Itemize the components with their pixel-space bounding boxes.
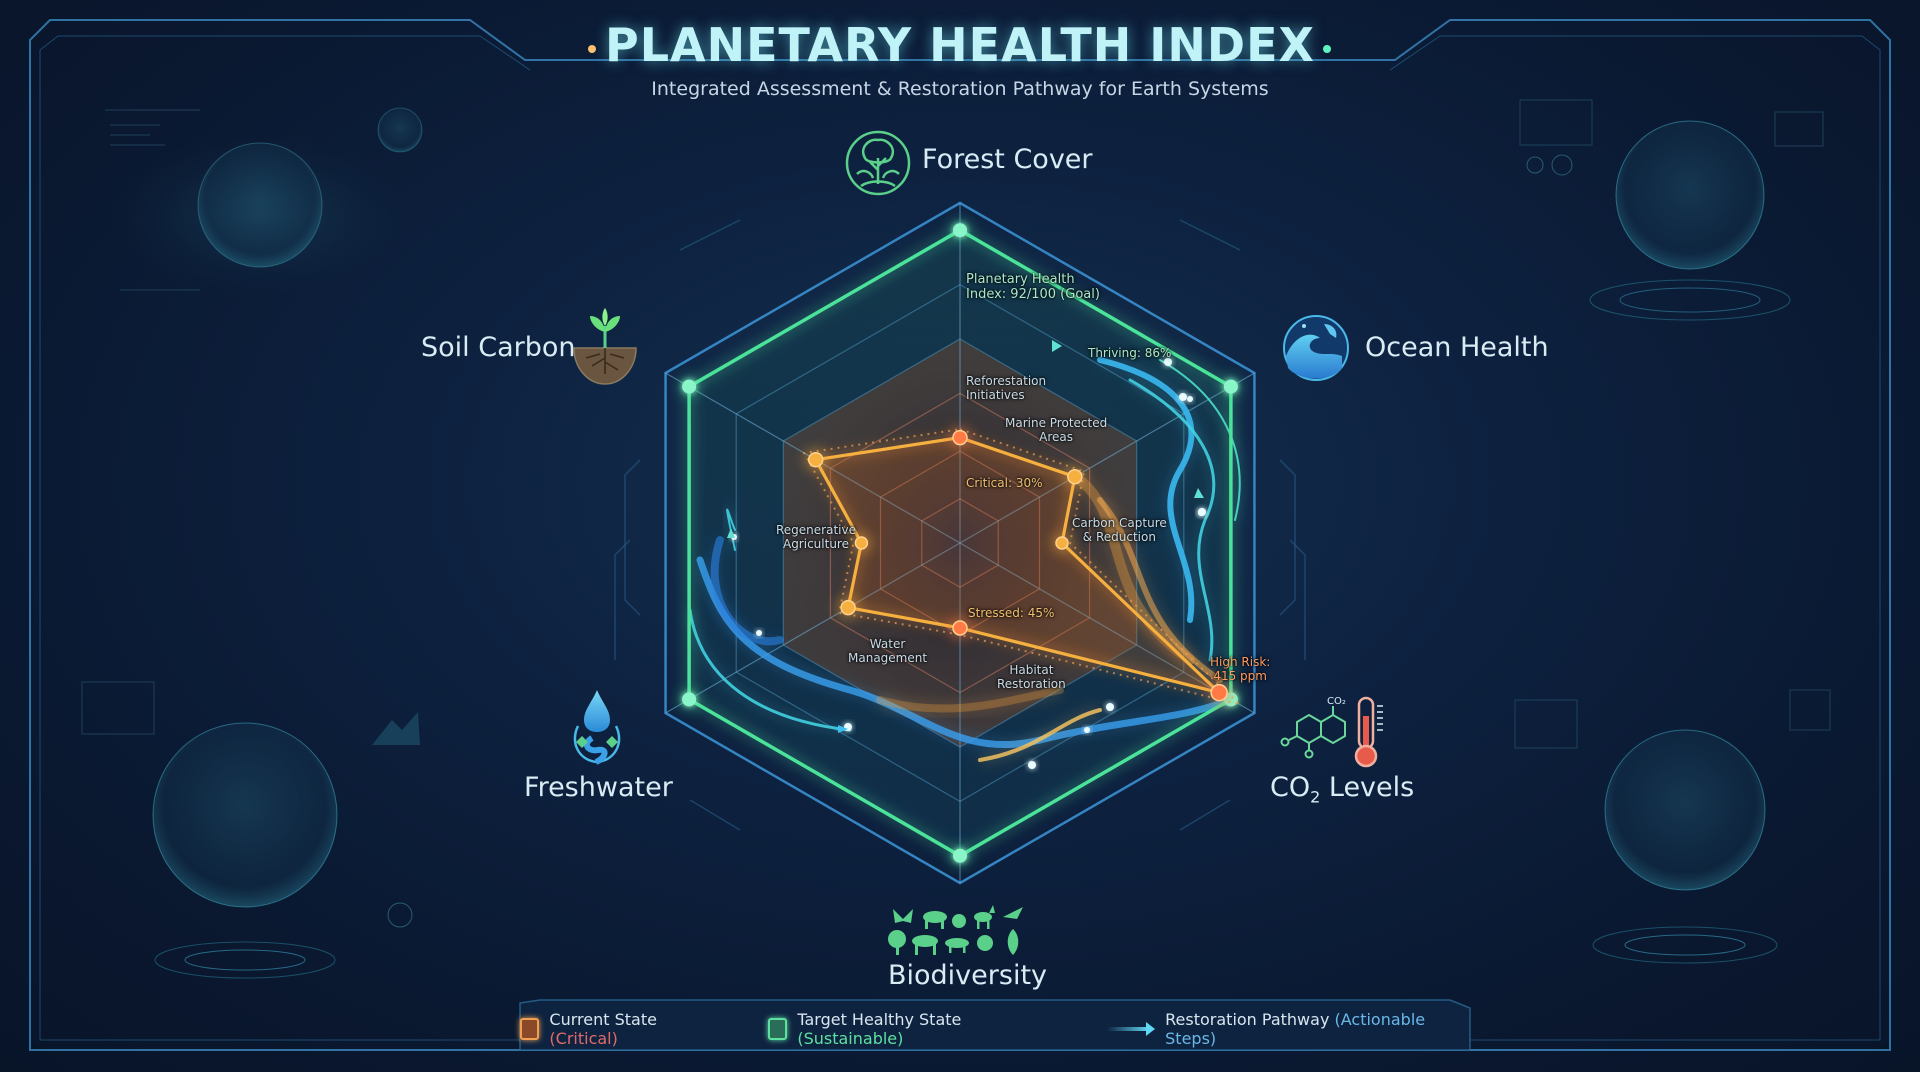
target-state-swatch-icon (767, 1018, 788, 1040)
axis-label-freshwater: Freshwater (524, 772, 673, 803)
svg-text:CO₂: CO₂ (1327, 696, 1346, 707)
globe-bottom-right-icon (1514, 689, 1831, 964)
legend-item-current-state: Current State (Critical) (520, 1010, 724, 1048)
annotation-water-management: Water Management (848, 637, 928, 665)
axis-label-forest-cover: Forest Cover (922, 144, 1093, 175)
current-state-polygon (802, 425, 1244, 707)
ocean-wave-icon (1283, 315, 1349, 381)
annotation-habitat-restoration: Habitat Restoration (997, 663, 1066, 691)
annotation-high-risk: High Risk: 415 ppm (1210, 655, 1271, 683)
water-drop-icon (573, 690, 621, 765)
axis-label-ocean-health: Ocean Health (1365, 332, 1549, 363)
annotation-regenerative-agriculture: Regenerative Agriculture (776, 523, 856, 551)
legend-item-restoration-pathway: Restoration Pathway (Actionable Steps) (1106, 1010, 1470, 1048)
chart-legend: Current State (Critical) Target Healthy … (520, 1003, 1470, 1055)
annotation-critical: Critical: 30% (966, 476, 1043, 490)
axis-label-soil-carbon: Soil Carbon (421, 332, 576, 363)
globe-top-right-icon (1519, 99, 1824, 321)
co2-thermometer-icon: CO₂ (1280, 696, 1383, 768)
annotation-thriving: Thriving: 86% (1088, 346, 1172, 360)
current-state-swatch-icon (520, 1018, 540, 1040)
radar-grid (664, 201, 1256, 885)
axis-label-co2-levels: CO2 Levels (1270, 772, 1415, 807)
tree-icon (845, 130, 911, 196)
page-title: PLANETARY HEALTH INDEX (605, 18, 1315, 72)
annotation-goal: Planetary Health Index: 92/100 (Goal) (966, 272, 1100, 302)
globe-top-left-icon (105, 107, 423, 295)
globe-bottom-left-icon (81, 681, 420, 979)
annotation-marine-protected-areas: Marine Protected Areas (1005, 416, 1108, 444)
wildlife-icon (888, 905, 1023, 955)
annotation-reforestation: Reforestation Initiatives (966, 374, 1047, 402)
legend-item-target-state: Target Healthy State (Sustainable) (767, 1010, 1063, 1048)
target-healthy-state-polygon (678, 219, 1242, 867)
plant-roots-icon (573, 308, 637, 385)
restoration-pathway-flows (685, 340, 1244, 769)
axis-label-biodiversity: Biodiversity (888, 960, 1048, 991)
annotation-stressed: Stressed: 45% (968, 606, 1055, 620)
arrow-right-icon (1106, 1022, 1156, 1036)
annotation-carbon-capture: Carbon Capture & Reduction (1072, 516, 1167, 544)
page-subtitle: Integrated Assessment & Restoration Path… (651, 78, 1269, 100)
